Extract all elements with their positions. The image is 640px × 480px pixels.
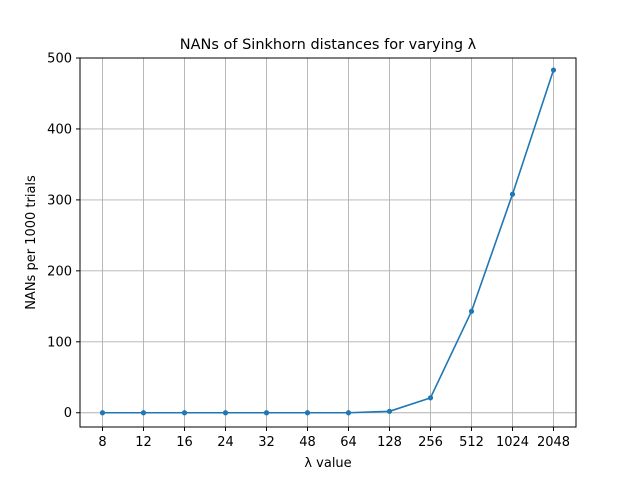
y-tick-label: 100 bbox=[47, 335, 72, 350]
series-layer bbox=[99, 67, 557, 416]
x-axis-label: λ value bbox=[304, 456, 351, 471]
y-tick-label: 400 bbox=[47, 122, 72, 137]
data-point bbox=[140, 410, 147, 416]
data-point bbox=[345, 410, 352, 416]
x-tick-label: 64 bbox=[340, 435, 357, 450]
x-tick-label: 256 bbox=[418, 435, 443, 450]
x-tick-label: 48 bbox=[299, 435, 316, 450]
data-point bbox=[427, 395, 434, 401]
data-point bbox=[181, 410, 188, 416]
data-point bbox=[550, 67, 557, 73]
data-point bbox=[222, 410, 229, 416]
y-tick-label: 500 bbox=[47, 52, 72, 67]
x-tick-label: 512 bbox=[459, 435, 484, 450]
x-tick-label: 12 bbox=[135, 435, 152, 450]
data-point bbox=[386, 408, 393, 414]
plot-frame bbox=[79, 57, 577, 428]
y-tick-label: 200 bbox=[47, 264, 72, 279]
x-axis: 8 12 16 24 32 48 64 128 256 512 1024 2048 bbox=[98, 427, 570, 450]
x-tick-label: 32 bbox=[258, 435, 275, 450]
data-point bbox=[99, 410, 106, 416]
chart-title: NANs of Sinkhorn distances for varying λ bbox=[180, 37, 477, 53]
grid bbox=[80, 57, 576, 427]
data-point bbox=[304, 410, 311, 416]
data-point bbox=[263, 410, 270, 416]
y-axis: 0 100 200 300 400 500 bbox=[47, 52, 80, 421]
x-tick-label: 8 bbox=[98, 435, 106, 450]
x-tick-label: 24 bbox=[217, 435, 234, 450]
data-point bbox=[468, 308, 475, 314]
x-tick-label: 1024 bbox=[496, 435, 529, 450]
x-tick-label: 16 bbox=[176, 435, 193, 450]
data-point bbox=[509, 191, 516, 197]
x-tick-label: 128 bbox=[377, 435, 402, 450]
y-axis-label: NANs per 1000 trials bbox=[24, 175, 39, 310]
y-tick-label: 0 bbox=[64, 406, 72, 421]
y-tick-label: 300 bbox=[47, 193, 72, 208]
series-line bbox=[102, 69, 555, 414]
x-tick-label: 2048 bbox=[537, 435, 570, 450]
